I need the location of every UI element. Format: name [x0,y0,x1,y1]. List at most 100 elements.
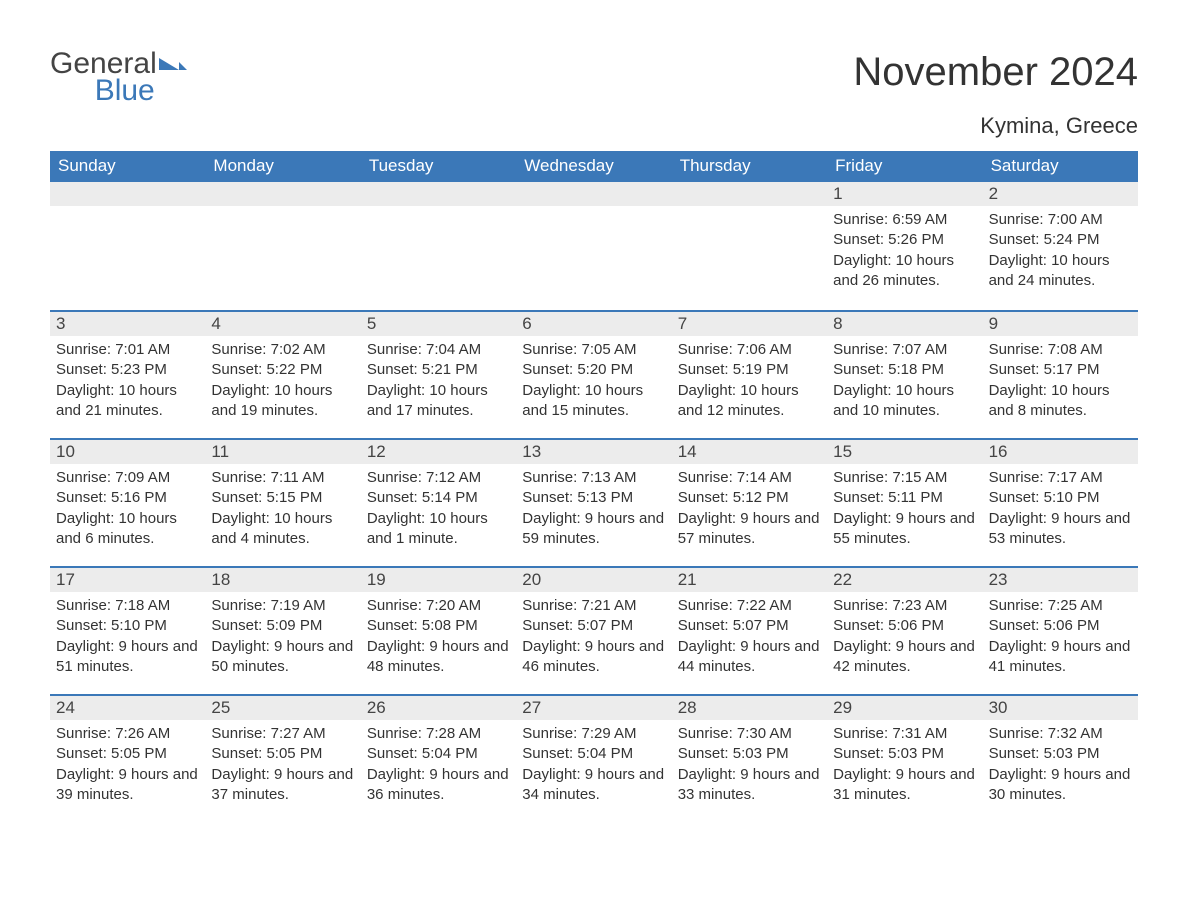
day-cell: 5Sunrise: 7:04 AMSunset: 5:21 PMDaylight… [361,312,516,438]
daylight-text: Daylight: 10 hours and 24 minutes. [989,251,1132,292]
sunset-text: Sunset: 5:16 PM [56,488,199,508]
day-number [516,182,671,206]
sunset-text: Sunset: 5:07 PM [522,616,665,636]
day-number: 16 [983,440,1138,464]
sunset-text: Sunset: 5:04 PM [522,744,665,764]
day-details: Sunrise: 7:30 AMSunset: 5:03 PMDaylight:… [672,720,827,815]
sunrise-text: Sunrise: 7:01 AM [56,340,199,360]
day-cell: 4Sunrise: 7:02 AMSunset: 5:22 PMDaylight… [205,312,360,438]
daylight-text: Daylight: 9 hours and 57 minutes. [678,509,821,550]
week-row: 10Sunrise: 7:09 AMSunset: 5:16 PMDayligh… [50,438,1138,566]
daylight-text: Daylight: 9 hours and 37 minutes. [211,765,354,806]
sunrise-text: Sunrise: 7:06 AM [678,340,821,360]
sunrise-text: Sunrise: 7:12 AM [367,468,510,488]
sunset-text: Sunset: 5:26 PM [833,230,976,250]
sunset-text: Sunset: 5:23 PM [56,360,199,380]
day-number: 11 [205,440,360,464]
day-cell [672,182,827,310]
day-cell: 19Sunrise: 7:20 AMSunset: 5:08 PMDayligh… [361,568,516,694]
daylight-text: Daylight: 9 hours and 30 minutes. [989,765,1132,806]
day-number: 28 [672,696,827,720]
sunrise-text: Sunrise: 7:19 AM [211,596,354,616]
day-cell: 21Sunrise: 7:22 AMSunset: 5:07 PMDayligh… [672,568,827,694]
sunrise-text: Sunrise: 7:32 AM [989,724,1132,744]
sunrise-text: Sunrise: 7:22 AM [678,596,821,616]
logo: General Blue [50,50,187,105]
sunrise-text: Sunrise: 6:59 AM [833,210,976,230]
sunrise-text: Sunrise: 7:28 AM [367,724,510,744]
weekday-header: Tuesday [361,151,516,182]
sunset-text: Sunset: 5:09 PM [211,616,354,636]
day-cell: 16Sunrise: 7:17 AMSunset: 5:10 PMDayligh… [983,440,1138,566]
sunrise-text: Sunrise: 7:08 AM [989,340,1132,360]
daylight-text: Daylight: 10 hours and 17 minutes. [367,381,510,422]
weekday-header: Sunday [50,151,205,182]
day-cell: 12Sunrise: 7:12 AMSunset: 5:14 PMDayligh… [361,440,516,566]
daylight-text: Daylight: 9 hours and 36 minutes. [367,765,510,806]
sunrise-text: Sunrise: 7:17 AM [989,468,1132,488]
daylight-text: Daylight: 10 hours and 1 minute. [367,509,510,550]
daylight-text: Daylight: 10 hours and 10 minutes. [833,381,976,422]
sunrise-text: Sunrise: 7:09 AM [56,468,199,488]
day-cell: 23Sunrise: 7:25 AMSunset: 5:06 PMDayligh… [983,568,1138,694]
day-number: 15 [827,440,982,464]
sunset-text: Sunset: 5:04 PM [367,744,510,764]
day-cell: 10Sunrise: 7:09 AMSunset: 5:16 PMDayligh… [50,440,205,566]
day-cell: 1Sunrise: 6:59 AMSunset: 5:26 PMDaylight… [827,182,982,310]
day-cell: 20Sunrise: 7:21 AMSunset: 5:07 PMDayligh… [516,568,671,694]
day-cell: 26Sunrise: 7:28 AMSunset: 5:04 PMDayligh… [361,696,516,822]
day-number: 21 [672,568,827,592]
day-cell: 27Sunrise: 7:29 AMSunset: 5:04 PMDayligh… [516,696,671,822]
day-cell: 2Sunrise: 7:00 AMSunset: 5:24 PMDaylight… [983,182,1138,310]
day-details: Sunrise: 7:09 AMSunset: 5:16 PMDaylight:… [50,464,205,559]
day-details: Sunrise: 7:20 AMSunset: 5:08 PMDaylight:… [361,592,516,687]
sunrise-text: Sunrise: 7:21 AM [522,596,665,616]
day-details: Sunrise: 7:13 AMSunset: 5:13 PMDaylight:… [516,464,671,559]
sunset-text: Sunset: 5:07 PM [678,616,821,636]
header: General Blue November 2024 Kymina, Greec… [50,50,1138,147]
daylight-text: Daylight: 9 hours and 55 minutes. [833,509,976,550]
day-details: Sunrise: 7:07 AMSunset: 5:18 PMDaylight:… [827,336,982,431]
week-row: 3Sunrise: 7:01 AMSunset: 5:23 PMDaylight… [50,310,1138,438]
sunrise-text: Sunrise: 7:14 AM [678,468,821,488]
logo-text: General Blue [50,50,157,105]
daylight-text: Daylight: 9 hours and 51 minutes. [56,637,199,678]
weekday-header: Friday [827,151,982,182]
sunset-text: Sunset: 5:10 PM [56,616,199,636]
day-number: 12 [361,440,516,464]
sunset-text: Sunset: 5:13 PM [522,488,665,508]
weekday-header: Thursday [672,151,827,182]
sunrise-text: Sunrise: 7:23 AM [833,596,976,616]
day-details: Sunrise: 7:28 AMSunset: 5:04 PMDaylight:… [361,720,516,815]
day-details: Sunrise: 7:02 AMSunset: 5:22 PMDaylight:… [205,336,360,431]
day-cell: 22Sunrise: 7:23 AMSunset: 5:06 PMDayligh… [827,568,982,694]
week-row: 1Sunrise: 6:59 AMSunset: 5:26 PMDaylight… [50,182,1138,310]
day-number: 14 [672,440,827,464]
day-number: 30 [983,696,1138,720]
sunset-text: Sunset: 5:15 PM [211,488,354,508]
month-title: November 2024 [853,50,1138,95]
day-number [205,182,360,206]
sunset-text: Sunset: 5:05 PM [211,744,354,764]
sunrise-text: Sunrise: 7:11 AM [211,468,354,488]
title-block: November 2024 Kymina, Greece [853,50,1138,147]
day-number [361,182,516,206]
day-number: 29 [827,696,982,720]
daylight-text: Daylight: 9 hours and 39 minutes. [56,765,199,806]
week-row: 17Sunrise: 7:18 AMSunset: 5:10 PMDayligh… [50,566,1138,694]
location-label: Kymina, Greece [853,113,1138,139]
sunrise-text: Sunrise: 7:30 AM [678,724,821,744]
day-details: Sunrise: 7:11 AMSunset: 5:15 PMDaylight:… [205,464,360,559]
day-number: 13 [516,440,671,464]
logo-flag-icon [159,56,187,81]
day-cell: 15Sunrise: 7:15 AMSunset: 5:11 PMDayligh… [827,440,982,566]
weeks-container: 1Sunrise: 6:59 AMSunset: 5:26 PMDaylight… [50,182,1138,822]
sunset-text: Sunset: 5:06 PM [989,616,1132,636]
weekday-header: Wednesday [516,151,671,182]
sunrise-text: Sunrise: 7:20 AM [367,596,510,616]
day-details: Sunrise: 7:08 AMSunset: 5:17 PMDaylight:… [983,336,1138,431]
day-details: Sunrise: 7:05 AMSunset: 5:20 PMDaylight:… [516,336,671,431]
day-details: Sunrise: 7:06 AMSunset: 5:19 PMDaylight:… [672,336,827,431]
daylight-text: Daylight: 9 hours and 33 minutes. [678,765,821,806]
day-details: Sunrise: 7:01 AMSunset: 5:23 PMDaylight:… [50,336,205,431]
